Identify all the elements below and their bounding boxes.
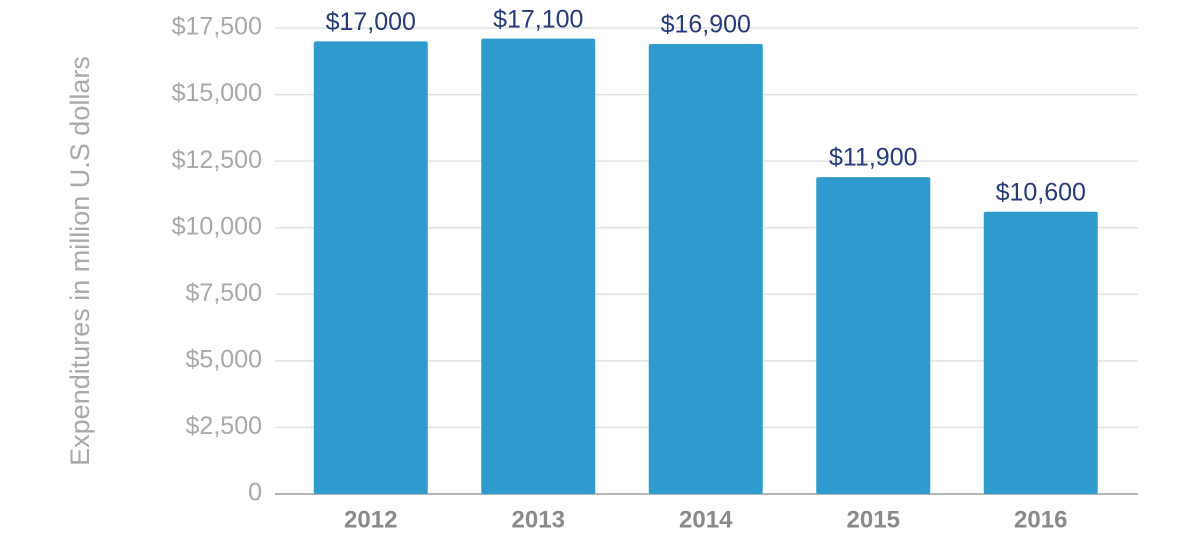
y-tick-label: $10,000: [172, 212, 262, 240]
bar: [816, 177, 931, 494]
y-tick-label: $12,500: [172, 146, 262, 174]
bar: [313, 41, 428, 495]
x-tick-label: 2013: [512, 506, 565, 533]
x-tick-label: 2016: [1014, 506, 1067, 533]
bar: [983, 211, 1098, 495]
value-label: $16,900: [661, 11, 751, 39]
y-tick-label: 0: [248, 479, 262, 507]
x-tick-label: 2015: [847, 506, 900, 533]
value-label: $17,100: [493, 5, 583, 33]
y-tick-label: $17,500: [172, 13, 262, 41]
y-tick-label: $7,500: [186, 279, 262, 307]
value-label: $11,900: [829, 144, 918, 172]
bar: [648, 43, 763, 494]
x-tick-label: 2014: [679, 506, 733, 533]
y-tick-label: $15,000: [172, 79, 262, 107]
value-label: $10,600: [996, 178, 1086, 206]
y-tick-label: $5,000: [186, 345, 262, 373]
y-tick-label: $2,500: [186, 412, 262, 440]
bar: [481, 38, 596, 494]
x-tick-label: 2012: [344, 506, 397, 533]
value-label: $17,000: [326, 8, 416, 36]
y-axis-label: Expenditures in million U.S dollars: [65, 56, 95, 466]
